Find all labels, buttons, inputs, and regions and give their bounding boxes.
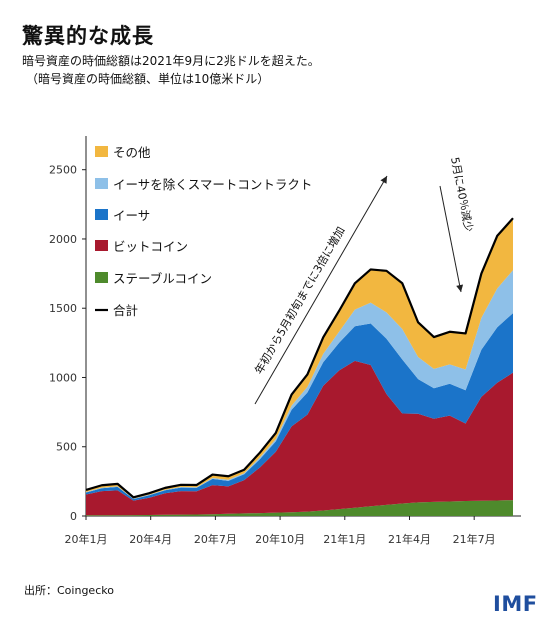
legend-item-label: ステーブルコイン xyxy=(113,271,212,286)
y-tick-label: 2500 xyxy=(49,164,77,177)
area-btc xyxy=(86,360,513,516)
x-tick-label: 20年7月 xyxy=(194,532,237,546)
x-tick-label: 21年7月 xyxy=(453,532,496,546)
total-line xyxy=(85,217,514,499)
area-defi xyxy=(86,270,513,499)
x-tick-label: 20年4月 xyxy=(129,532,172,546)
chart-title: 驚異的な成長 xyxy=(22,24,154,48)
growth-arrow-head xyxy=(380,176,387,184)
x-tick-label: 21年4月 xyxy=(388,532,431,546)
legend-item-label: 合計 xyxy=(113,303,138,318)
y-tick-label: 1000 xyxy=(49,371,77,384)
annotation-decline: 5月に40％減少 xyxy=(448,156,476,233)
x-tick-label: 20年10月 xyxy=(255,532,305,546)
decline-arrow xyxy=(439,185,462,293)
decline-arrow-head xyxy=(456,284,464,292)
y-tick-label: 2000 xyxy=(49,233,77,246)
legend-item-label: イーサ xyxy=(113,208,150,223)
y-tick-label: 1500 xyxy=(49,302,77,315)
x-tick-label: 21年1月 xyxy=(323,532,366,546)
legend-item-label: その他 xyxy=(113,145,151,160)
area-other xyxy=(86,218,513,499)
legend-swatch xyxy=(95,146,108,157)
legend-swatch xyxy=(95,272,108,283)
legend-item-label: イーサを除くスマートコントラクト xyxy=(113,177,312,192)
x-tick-label: 20年1月 xyxy=(65,532,108,546)
y-tick-label: 500 xyxy=(56,441,77,454)
source-note: 出所：Coingecko xyxy=(24,584,114,597)
area-eth xyxy=(86,313,513,501)
imf-logo: IMF xyxy=(493,592,538,616)
legend-item-label: ビットコイン xyxy=(113,239,188,254)
legend-swatch xyxy=(95,178,108,189)
chart-units-note: （暗号資産の時価総額、単位は10億米ドル） xyxy=(26,72,270,86)
y-tick-label: 0 xyxy=(70,510,77,523)
legend-swatch xyxy=(95,240,108,251)
legend-swatch xyxy=(95,209,108,220)
area-stable xyxy=(86,500,513,516)
chart-subtitle: 暗号資産の時価総額は2021年9月に2兆ドルを超えた。 xyxy=(22,54,320,68)
growth-arrow xyxy=(254,175,388,405)
